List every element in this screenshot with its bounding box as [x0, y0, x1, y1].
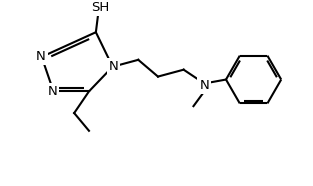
Text: N: N [36, 50, 46, 63]
Text: SH: SH [91, 1, 109, 14]
Text: N: N [48, 85, 57, 98]
Text: N: N [109, 60, 119, 73]
Text: N: N [199, 79, 209, 92]
